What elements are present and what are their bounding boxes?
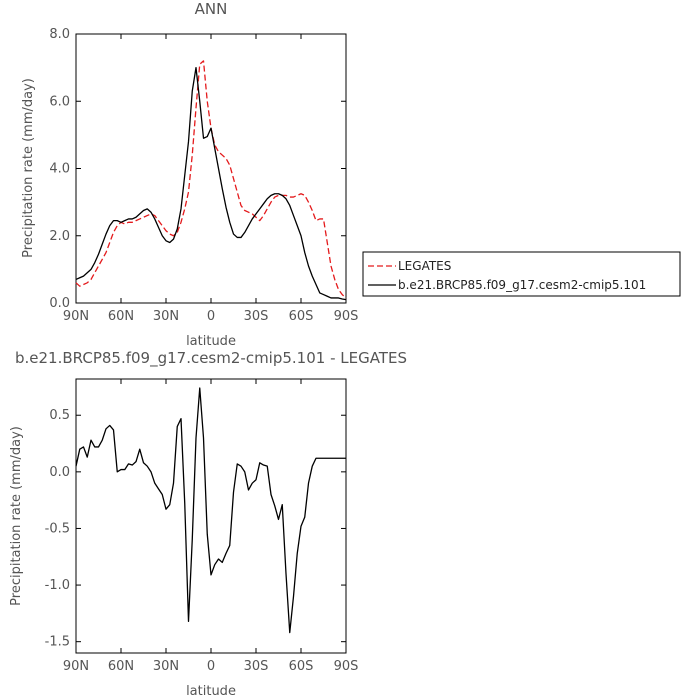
bottom-chart-x-tick-label: 30N xyxy=(153,659,179,674)
bottom-chart-x-tick-label: 30S xyxy=(244,659,269,674)
top-chart-x-ticks: 90N 60N 30N 0 30S 60S 90S xyxy=(63,34,359,324)
top-chart-x-tick-label: 0 xyxy=(207,309,215,324)
top-chart-legend: LEGATES b.e21.BRCP85.f09_g17.cesm2-cmip5… xyxy=(362,251,681,297)
bottom-chart-y-tick-label: -0.5 xyxy=(45,521,70,536)
bottom-chart-x-axis-label: latitude xyxy=(186,684,236,699)
bottom-chart-series xyxy=(75,387,346,634)
bottom-chart-y-ticks: 0.5 0.0 -0.5 -1.0 -1.5 xyxy=(45,408,346,650)
top-chart-x-tick-label: 90S xyxy=(334,309,359,324)
top-chart-x-tick-label: 90N xyxy=(63,309,89,324)
bottom-chart-y-axis-label: Precipitation rate (mm/day) xyxy=(9,426,24,606)
top-chart-y-tick-label: 8.0 xyxy=(49,27,70,42)
top-chart-series-line-0 xyxy=(75,60,347,299)
top-chart-y-axis-label: Precipitation rate (mm/day) xyxy=(21,78,36,258)
bottom-chart-x-tick-label: 90S xyxy=(334,659,359,674)
bottom-chart-x-tick-label: 60N xyxy=(108,659,134,674)
top-chart-title: ANN xyxy=(195,0,228,18)
bottom-chart-y-tick-label: -1.0 xyxy=(45,578,70,593)
top-chart-x-tick-label: 60N xyxy=(108,309,134,324)
legend-label-legates: LEGATES xyxy=(398,259,451,273)
bottom-chart-y-tick-label: 0.0 xyxy=(49,465,70,480)
top-chart-x-axis-label: latitude xyxy=(186,334,236,349)
top-chart-y-tick-label: 2.0 xyxy=(49,229,70,244)
top-chart-series xyxy=(75,60,347,301)
top-chart-y-tick-label: 6.0 xyxy=(49,94,70,109)
top-chart-y-tick-label: 0.0 xyxy=(49,296,70,311)
bottom-chart-x-tick-label: 90N xyxy=(63,659,89,674)
bottom-chart-y-tick-label: -1.5 xyxy=(45,635,70,650)
top-chart: ANN 90N 60N 30N 0 30S 60S 90S 0.02.04.06.08.0 … xyxy=(21,0,681,349)
legend-box xyxy=(362,251,681,297)
bottom-chart-x-tick-label: 0 xyxy=(207,659,215,674)
top-chart-series-line-1 xyxy=(75,66,347,301)
bottom-chart-y-tick-label: 0.5 xyxy=(49,408,70,423)
top-chart-frame xyxy=(75,33,347,304)
legend-label-model: b.e21.BRCP85.f09_g17.cesm2-cmip5.101 xyxy=(398,278,646,292)
bottom-chart-title: b.e21.BRCP85.f09_g17.cesm2-cmip5.101 - L… xyxy=(15,349,407,368)
top-chart-x-tick-label: 30S xyxy=(244,309,269,324)
bottom-chart-x-ticks: 90N 60N 30N 0 30S 60S 90S xyxy=(63,379,359,674)
bottom-chart-series-line-0 xyxy=(75,387,346,634)
top-chart-x-tick-label: 60S xyxy=(289,309,314,324)
top-chart-y-tick-label: 4.0 xyxy=(49,162,70,177)
top-chart-x-tick-label: 30N xyxy=(153,309,179,324)
top-chart-y-ticks: 0.0 2.0 4.0 6.0 8.0 xyxy=(49,27,346,311)
bottom-chart: b.e21.BRCP85.f09_g17.cesm2-cmip5.101 - L… xyxy=(9,349,407,699)
bottom-chart-x-tick-label: 60S xyxy=(289,659,314,674)
